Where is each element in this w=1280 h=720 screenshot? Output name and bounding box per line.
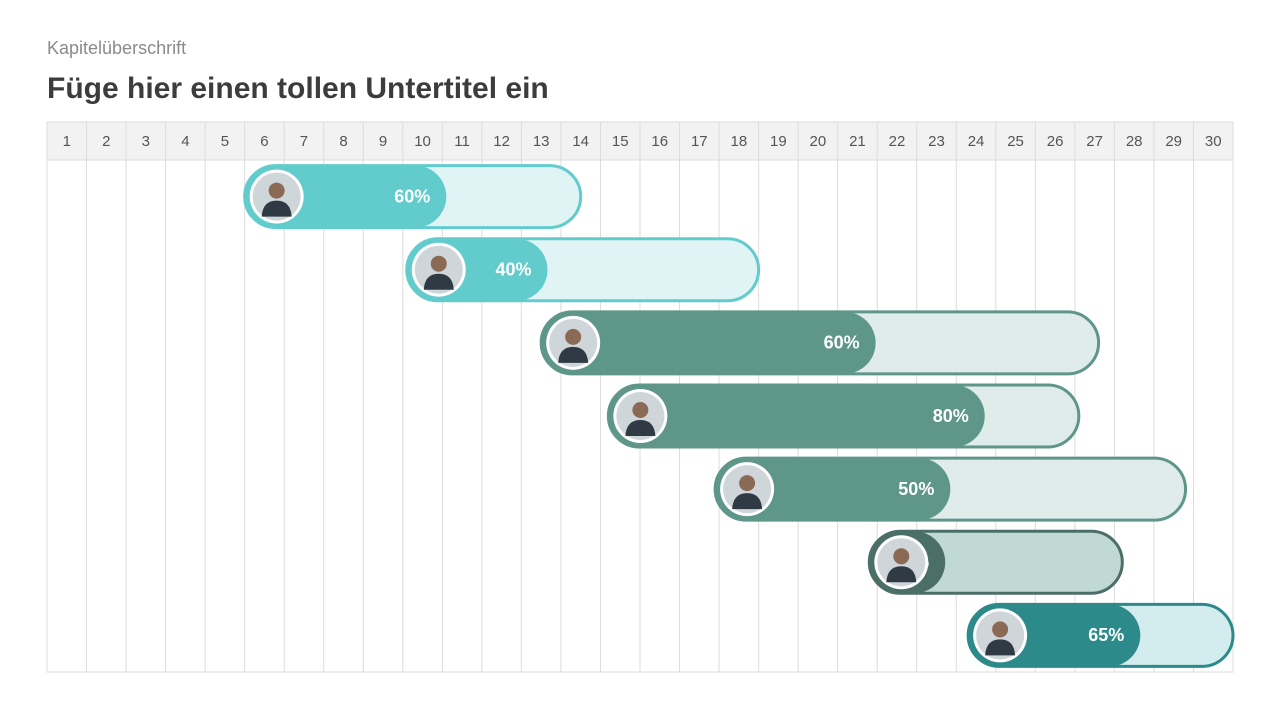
x-tick-label: 4 [181,133,189,150]
progress-label: 50% [898,479,934,499]
progress-label: 60% [824,333,860,353]
x-tick-label: 21 [849,133,866,150]
x-tick-label: 29 [1165,133,1182,150]
x-tick-label: 15 [612,133,629,150]
avatar-body [985,639,1016,656]
x-tick-label: 5 [221,133,229,150]
task: 40% [405,237,761,303]
task-progress [541,311,876,374]
progress-label: 40% [495,259,531,279]
x-tick-label: 8 [339,133,347,150]
task: 80% [606,383,1081,449]
title: Füge hier einen tollen Untertitel ein [47,72,549,105]
x-tick-label: 25 [1007,133,1024,150]
task-progress [715,458,951,521]
x-tick-label: 7 [300,133,308,150]
avatar-head [632,402,649,418]
x-tick-label: 24 [968,133,985,150]
task-progress [608,385,985,447]
x-tick-label: 10 [414,133,431,150]
x-tick-label: 26 [1047,133,1064,150]
avatar-head [739,475,756,492]
task: 30% [867,529,1124,595]
avatar-body [423,273,454,290]
x-tick-label: 2 [102,133,110,150]
x-tick-label: 17 [691,133,708,150]
x-tick-label: 16 [651,133,668,150]
x-tick-label: 14 [572,133,589,150]
avatar-body [886,566,917,583]
x-tick-label: 9 [379,133,387,150]
x-tick-label: 30 [1205,133,1222,150]
avatar-body [261,200,292,217]
x-tick-label: 13 [533,133,550,150]
grid-border [46,121,1234,673]
progress-label: 65% [1088,625,1124,645]
avatar-body [558,346,589,363]
avatar-head [268,182,285,199]
x-tick-label: 27 [1086,133,1103,150]
avatar-head [992,621,1009,638]
avatar-body [625,420,656,436]
progress-label: 80% [933,406,969,426]
kicker: Kapitelüberschrift [47,38,187,58]
avatar-head [565,328,582,345]
avatar-body [732,493,763,510]
progress-label: 60% [394,186,430,206]
x-tick-label: 22 [889,133,906,150]
task: 60% [539,310,1101,376]
x-tick-label: 23 [928,133,945,150]
task: 50% [713,456,1188,522]
x-tick-label: 11 [454,133,470,150]
task: 60% [243,164,583,230]
x-tick-label: 20 [810,133,827,150]
x-tick-label: 1 [63,133,71,150]
avatar-head [893,548,910,565]
x-tick-label: 28 [1126,133,1143,150]
x-tick-label: 18 [730,133,747,150]
x-tick-label: 12 [493,133,510,150]
task: 65% [966,602,1235,668]
x-tick-label: 3 [142,133,150,150]
x-tick-label: 6 [260,133,268,150]
x-tick-label: 19 [770,133,787,150]
avatar-head [430,255,447,272]
